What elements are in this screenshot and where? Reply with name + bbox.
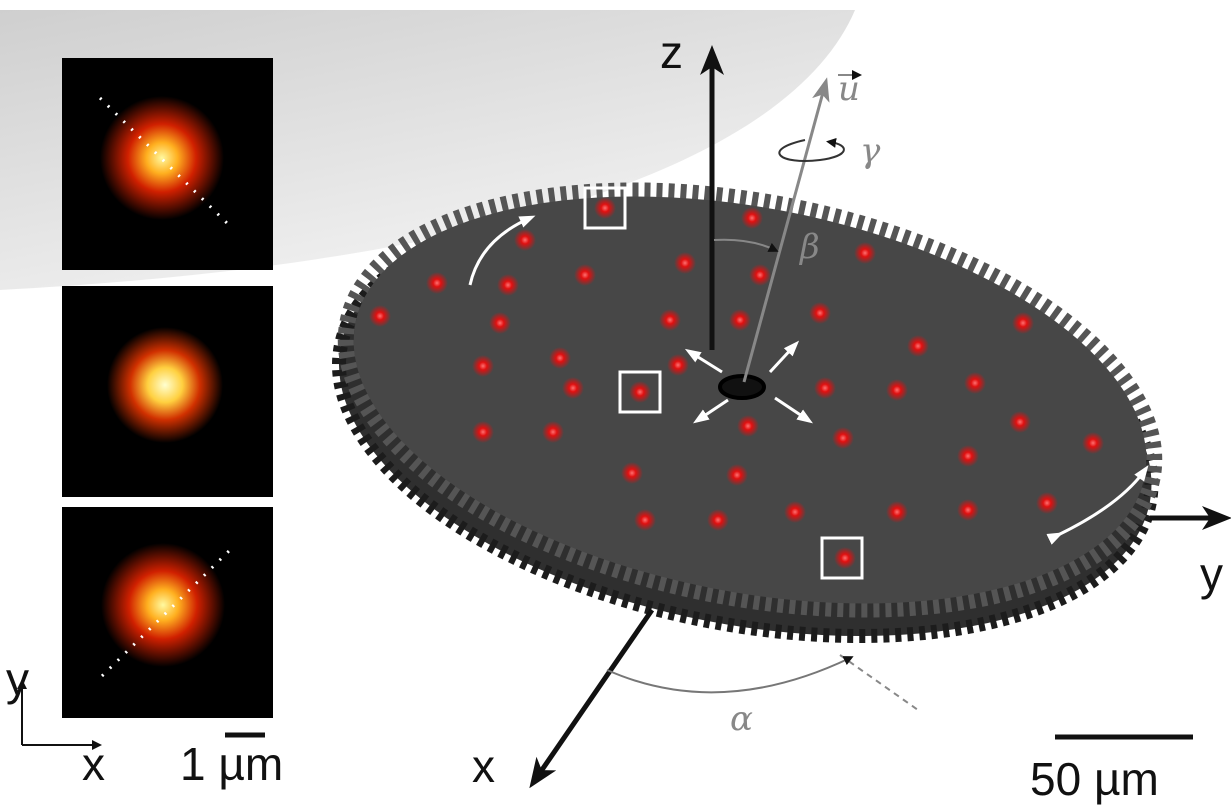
trapped-particle [594, 197, 616, 219]
spot [101, 543, 225, 667]
trapped-particle [737, 415, 759, 437]
scale-label: 50 µm [1030, 753, 1159, 805]
trapped-particle [1009, 411, 1031, 433]
trapped-particle [726, 464, 748, 486]
y-label: y [1200, 548, 1223, 600]
trapped-particle [574, 264, 596, 286]
gamma-arc [779, 140, 844, 161]
trapped-particle [749, 264, 771, 286]
spot [107, 327, 223, 443]
x-axis [535, 610, 652, 780]
inset-x-label: x [82, 738, 105, 790]
trapped-particle [907, 335, 929, 357]
spot [100, 96, 224, 220]
trapped-particle [549, 347, 571, 369]
inset-scale-label: 1 µm [180, 738, 283, 790]
inset-y-label: y [6, 653, 29, 705]
trapped-particle [707, 509, 729, 531]
beta-label: β [798, 227, 820, 267]
trapped-particle [784, 501, 806, 523]
trapped-particle [621, 462, 643, 484]
z-label: z [660, 26, 683, 78]
trapped-particle [629, 381, 651, 403]
trapped-particle [814, 377, 836, 399]
trapped-particle [426, 272, 448, 294]
trapped-particle [542, 421, 564, 443]
trapped-particle [886, 501, 908, 523]
trapped-particle [957, 499, 979, 521]
trapped-particle [809, 302, 831, 324]
trapped-particle [514, 229, 536, 251]
trapped-particle [1012, 312, 1034, 334]
insets [62, 58, 273, 718]
trapped-particle [659, 309, 681, 331]
trapped-particle [497, 274, 519, 296]
trapped-particle [729, 309, 751, 331]
x-label: x [472, 740, 495, 792]
trapped-particle [634, 509, 656, 531]
trapped-particle [369, 305, 391, 327]
trapped-particle [472, 421, 494, 443]
trapped-particle [1082, 432, 1104, 454]
gamma-label: γ [860, 131, 881, 171]
alpha-arc [607, 658, 850, 692]
trapped-particle [674, 252, 696, 274]
trapped-particle [886, 379, 908, 401]
trapped-particle [472, 355, 494, 377]
alpha-label: α [730, 699, 753, 739]
center-hole [720, 376, 764, 398]
trapped-particle [854, 242, 876, 264]
trapped-particle [667, 354, 689, 376]
trapped-particle [834, 547, 856, 569]
trapped-particle [832, 427, 854, 449]
trapped-particle [1036, 492, 1058, 514]
projection-line [840, 655, 918, 710]
trapped-particle [562, 377, 584, 399]
trapped-particle [741, 207, 763, 229]
trapped-particle [964, 372, 986, 394]
trapped-particle [489, 312, 511, 334]
trapped-particle [957, 445, 979, 467]
figure: z y x u γ β α 50 µm y x 1 µm [0, 0, 1231, 809]
